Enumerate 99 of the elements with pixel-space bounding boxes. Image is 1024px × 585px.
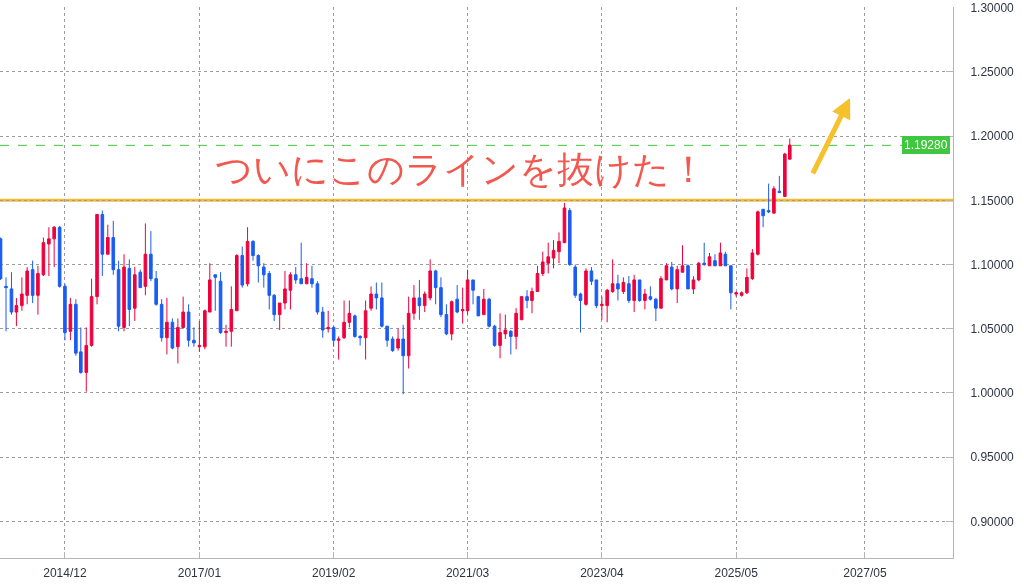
candlestick bbox=[761, 208, 765, 228]
candlestick bbox=[696, 261, 701, 282]
candlestick bbox=[9, 271, 14, 316]
ref-line-label: 1.19280 bbox=[904, 138, 948, 152]
x-tick-label: 2023/04 bbox=[580, 566, 624, 581]
candlestick bbox=[170, 317, 175, 350]
candlestick bbox=[578, 292, 583, 334]
candlestick bbox=[648, 285, 653, 301]
candlestick bbox=[654, 297, 658, 322]
candlestick bbox=[487, 297, 491, 328]
candlestick bbox=[637, 279, 642, 303]
y-tick-label: 1.20000 bbox=[970, 129, 1015, 144]
candlestick bbox=[525, 289, 529, 309]
candlestick bbox=[734, 290, 738, 298]
candlestick bbox=[235, 253, 239, 312]
candlestick bbox=[675, 265, 680, 304]
x-tick-label: 2025/05 bbox=[714, 566, 759, 581]
candlestick bbox=[686, 264, 690, 290]
candlestick bbox=[143, 222, 148, 296]
candlestick bbox=[449, 299, 454, 341]
candlestick bbox=[417, 279, 422, 321]
candlestick bbox=[669, 261, 674, 291]
y-tick-label: 1.15000 bbox=[970, 193, 1015, 208]
candlestick bbox=[326, 310, 330, 334]
candlestick bbox=[111, 220, 116, 276]
candlestick bbox=[616, 274, 620, 301]
candlestick bbox=[138, 269, 143, 289]
candlestick bbox=[691, 275, 696, 295]
candlestick bbox=[632, 274, 636, 313]
candlestick bbox=[240, 246, 245, 289]
candlestick bbox=[336, 335, 341, 361]
candlestick bbox=[729, 265, 733, 310]
candlestick bbox=[766, 183, 771, 214]
candlestick bbox=[643, 288, 647, 310]
candlestick bbox=[772, 185, 776, 214]
candlestick bbox=[621, 276, 626, 295]
candlestick bbox=[133, 266, 137, 322]
y-tick-label: 0.95000 bbox=[970, 450, 1015, 465]
x-tick-label: 2017/01 bbox=[177, 566, 222, 581]
candlestick bbox=[320, 306, 325, 339]
candlestick bbox=[627, 275, 631, 304]
candlestick bbox=[122, 253, 126, 332]
candlestick bbox=[390, 335, 395, 353]
candlestick bbox=[304, 262, 309, 285]
candlestick bbox=[509, 329, 513, 355]
candlestick bbox=[331, 325, 336, 348]
candlestick bbox=[702, 242, 706, 267]
candlestick bbox=[718, 242, 723, 267]
candlestick bbox=[519, 296, 524, 321]
candlestick bbox=[213, 274, 218, 312]
candlestick bbox=[374, 282, 379, 310]
annotation: ついにこのラインを抜けた！ bbox=[215, 148, 707, 191]
candlestick bbox=[14, 297, 19, 327]
candlestick bbox=[557, 231, 561, 264]
candlestick bbox=[610, 258, 615, 294]
candlestick bbox=[100, 210, 105, 277]
candlestick bbox=[680, 244, 685, 273]
candlestick bbox=[245, 226, 250, 287]
x-tick-label: 2021/03 bbox=[445, 566, 490, 581]
y-tick-label: 1.30000 bbox=[970, 0, 1015, 15]
x-tick-label: 2019/02 bbox=[311, 566, 356, 581]
candlestick bbox=[659, 275, 663, 309]
candlestick bbox=[159, 298, 164, 343]
candlestick bbox=[551, 239, 556, 269]
candlestick bbox=[713, 253, 717, 267]
y-tick-label: 1.05000 bbox=[970, 321, 1015, 336]
candlestick bbox=[369, 285, 373, 312]
candlestick bbox=[476, 296, 481, 317]
candlestick bbox=[530, 287, 534, 314]
candlestick bbox=[116, 260, 121, 332]
candlestick bbox=[396, 328, 400, 352]
candlestick bbox=[777, 175, 782, 194]
candlestick bbox=[197, 320, 202, 353]
candlestick bbox=[514, 307, 518, 350]
candlestick bbox=[471, 279, 475, 305]
candlestick bbox=[363, 299, 368, 361]
candlestick bbox=[567, 207, 572, 267]
y-tick-label: 1.10000 bbox=[970, 257, 1015, 272]
candlestick bbox=[68, 297, 73, 341]
candlestick bbox=[30, 260, 35, 304]
candlestick bbox=[455, 284, 459, 314]
candlestick bbox=[756, 210, 760, 257]
x-tick-label: 2014/12 bbox=[43, 566, 87, 581]
candlestick bbox=[723, 251, 728, 267]
candlestick bbox=[401, 324, 405, 395]
candlestick bbox=[218, 271, 223, 335]
y-tick-label: 1.25000 bbox=[970, 65, 1015, 80]
y-tick-label: 0.90000 bbox=[970, 514, 1015, 529]
candlestick bbox=[584, 267, 588, 307]
candlestick bbox=[492, 324, 497, 348]
candlestick bbox=[482, 288, 486, 316]
candlestick bbox=[106, 224, 110, 255]
candlestick bbox=[84, 326, 89, 393]
candlestick bbox=[4, 276, 8, 332]
x-tick-label: 2027/05 bbox=[843, 566, 887, 581]
candlestick bbox=[573, 264, 578, 299]
candlestick bbox=[127, 258, 132, 327]
y-tick-label: 1.00000 bbox=[970, 386, 1015, 401]
candlestick bbox=[165, 297, 169, 355]
